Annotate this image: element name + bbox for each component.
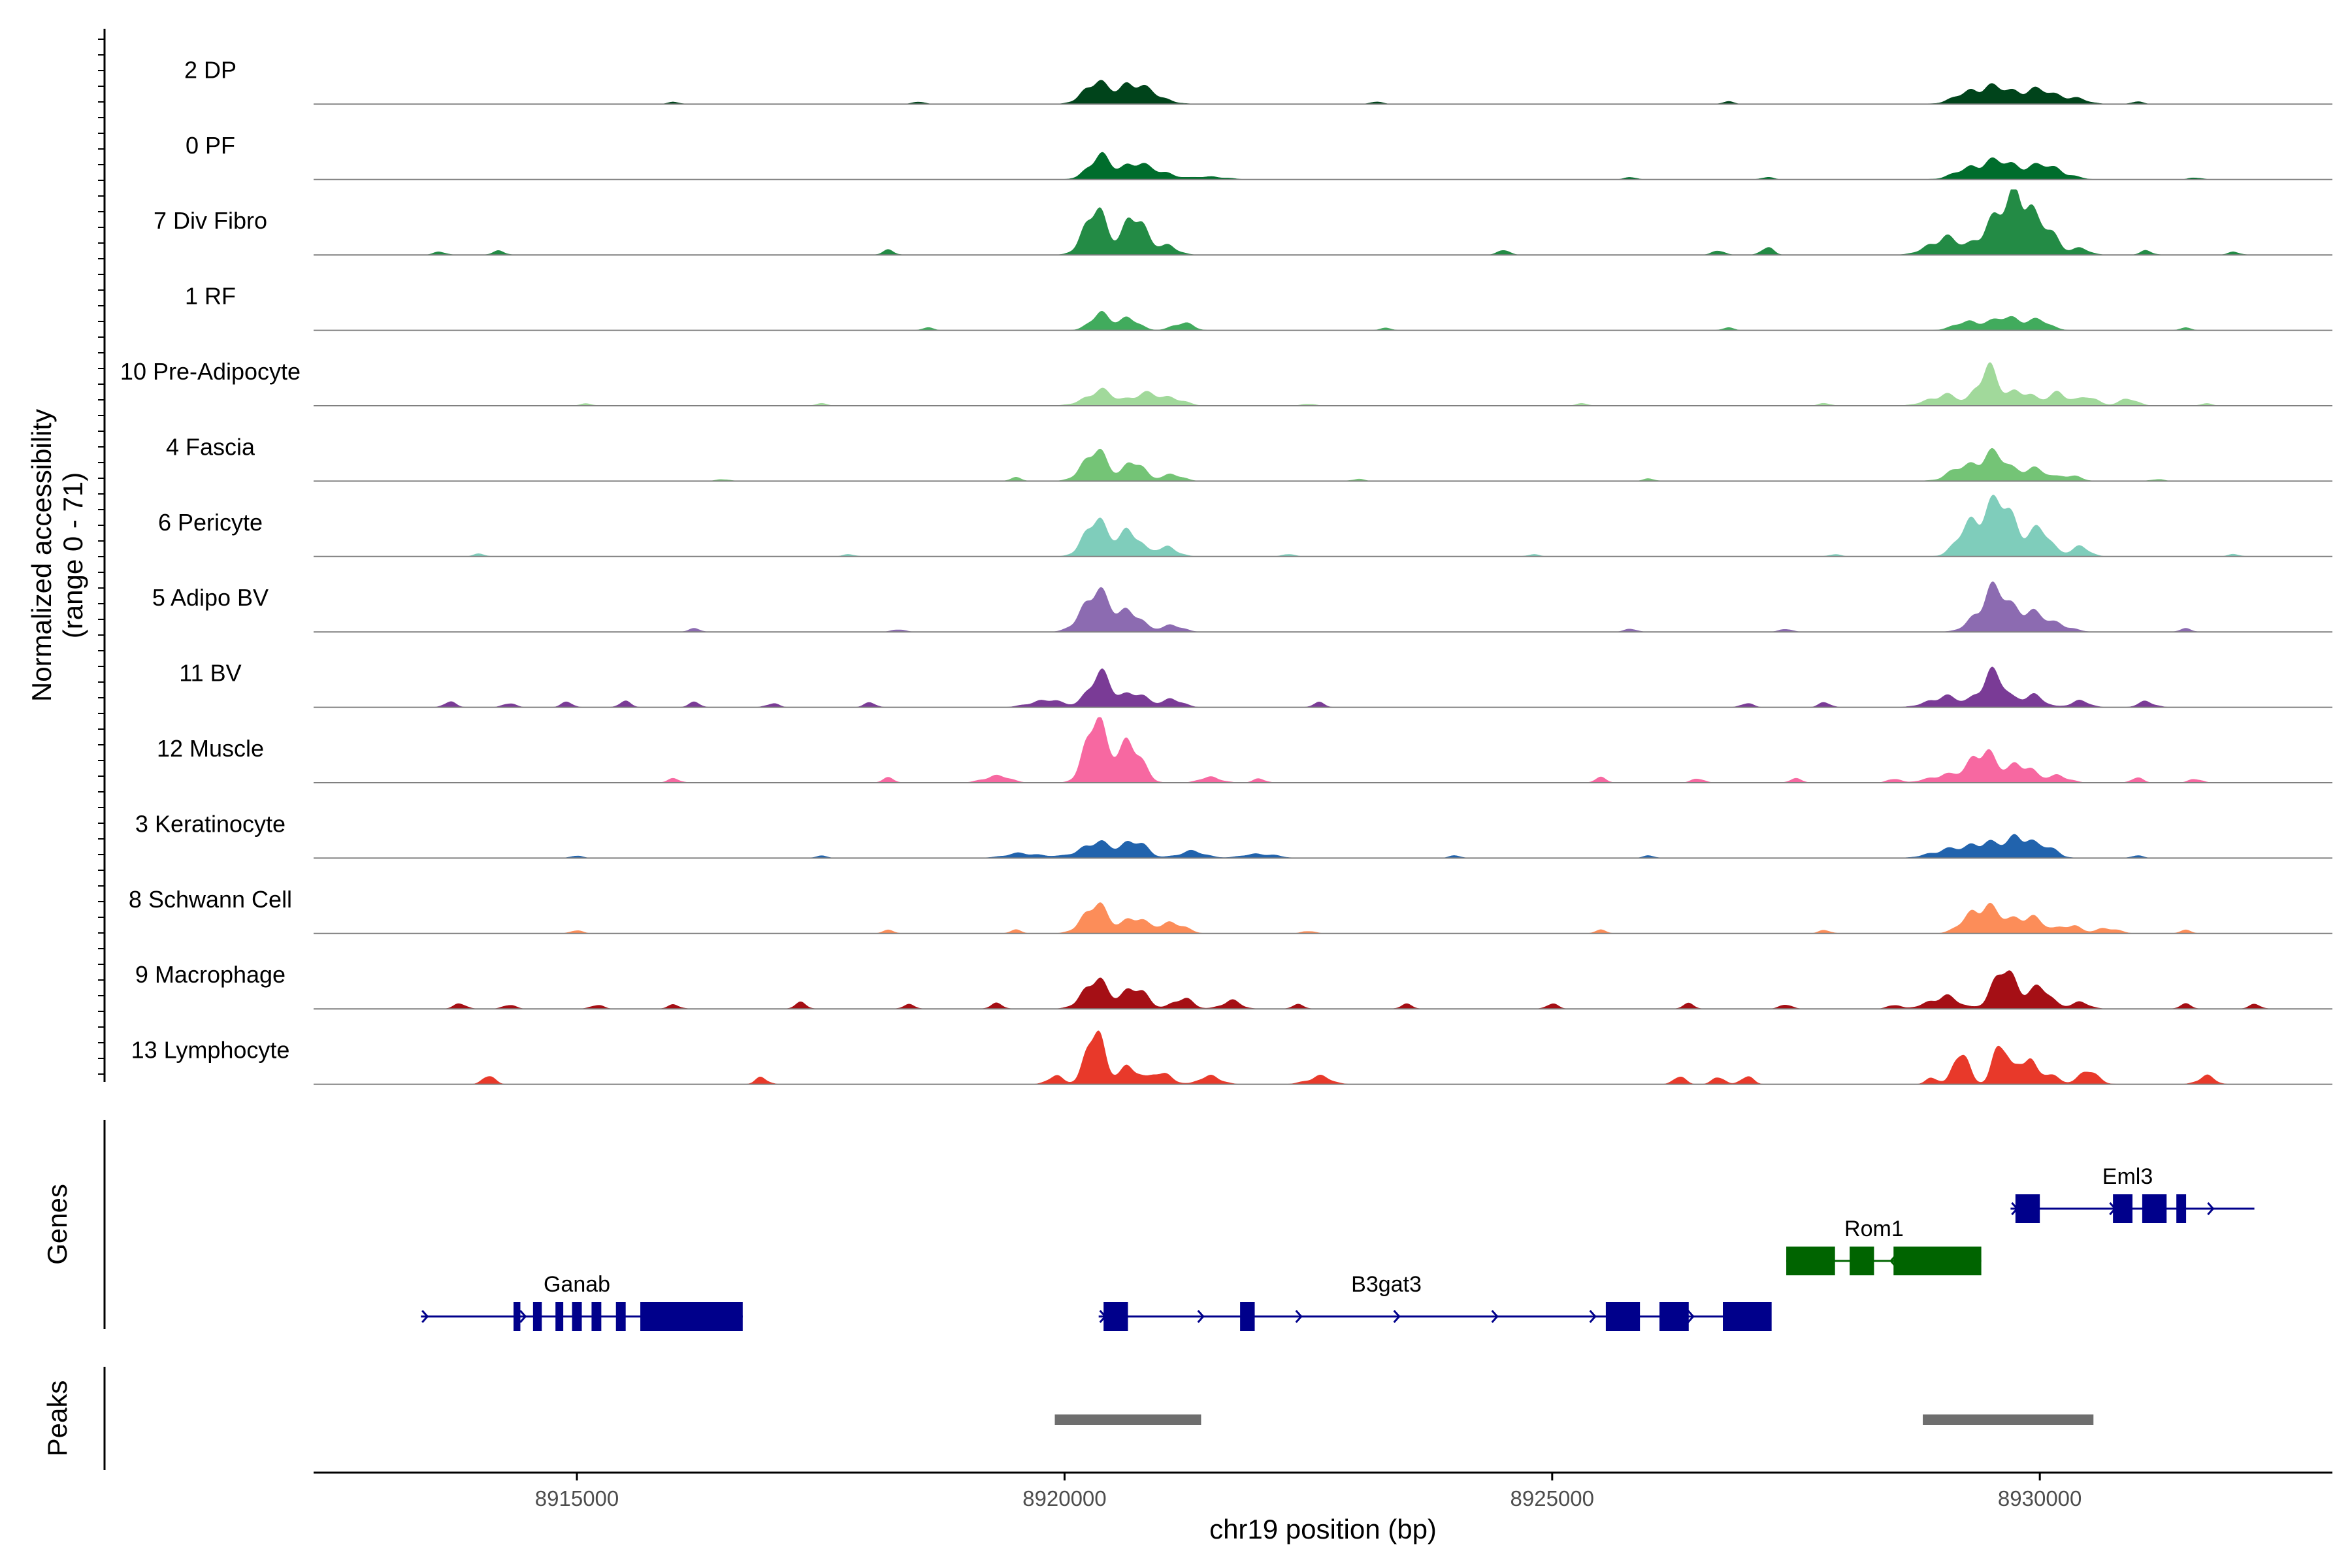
coverage-area — [314, 189, 2332, 255]
coverage-area — [314, 717, 2332, 783]
gene-label: B3gat3 — [1351, 1272, 1422, 1297]
x-axis-label: chr19 position (bp) — [1209, 1514, 1437, 1544]
track-7-div-fibro: 7 Div Fibro — [154, 189, 2332, 256]
coverage-area — [314, 448, 2332, 482]
y-axis-label-line1: Normalized accessibility — [26, 409, 57, 702]
track-label: 13 Lymphocyte — [131, 1037, 290, 1064]
gene-exon — [591, 1302, 602, 1331]
track-0-pf: 0 PF — [186, 132, 2332, 180]
peak-region — [1054, 1414, 1201, 1425]
track-label: 11 BV — [179, 660, 241, 687]
gene-exon — [2015, 1194, 2040, 1223]
gene-exon — [514, 1302, 521, 1331]
gene-exon — [1659, 1302, 1689, 1331]
coverage-area — [314, 495, 2332, 557]
gene-rom1: Rom1 — [1786, 1217, 1982, 1275]
gene-exon — [532, 1302, 542, 1331]
strand-arrow — [1687, 1310, 1695, 1323]
track-label: 10 Pre-Adipocyte — [120, 358, 301, 385]
track-label: 8 Schwann Cell — [129, 886, 292, 913]
track-4-fascia: 4 Fascia — [166, 433, 2332, 482]
track-6-pericyte: 6 Pericyte — [158, 495, 2332, 557]
strand-arrow — [519, 1310, 527, 1323]
track-label: 6 Pericyte — [158, 509, 263, 536]
gene-annotation-track: Ganab B3gat3 Rom1 Eml3 — [421, 1164, 2255, 1331]
gene-exon — [615, 1302, 626, 1331]
gene-exon — [2113, 1194, 2132, 1223]
track-label: 2 DP — [184, 56, 237, 83]
coverage-area — [314, 970, 2332, 1009]
strand-arrow — [1589, 1310, 1597, 1323]
gene-label: Rom1 — [1844, 1217, 1904, 1241]
coverage-area — [314, 310, 2332, 331]
strand-arrow — [1393, 1310, 1401, 1323]
gene-exon — [1103, 1302, 1128, 1331]
gene-b3gat3: B3gat3 — [1098, 1272, 1772, 1331]
gene-eml3: Eml3 — [2010, 1164, 2255, 1223]
gene-exon — [555, 1302, 564, 1331]
track-13-lymphocyte: 13 Lymphocyte — [131, 1030, 2332, 1085]
gene-label: Ganab — [544, 1272, 610, 1297]
accessibility-axis-ticks — [98, 39, 105, 1075]
coverage-area — [314, 834, 2332, 858]
track-label: 9 Macrophage — [135, 961, 286, 988]
strand-arrow — [2207, 1202, 2215, 1215]
coverage-area — [314, 666, 2332, 708]
strand-arrow — [1197, 1310, 1205, 1323]
strand-arrow — [1491, 1310, 1499, 1323]
coverage-area — [314, 80, 2332, 105]
x-tick-label: 8920000 — [1022, 1486, 1106, 1511]
coverage-area — [314, 902, 2332, 934]
gene-exon — [2176, 1194, 2187, 1223]
track-label: 12 Muscle — [157, 735, 264, 762]
gene-exon — [1850, 1247, 1874, 1275]
gene-exon — [2142, 1194, 2167, 1223]
track-label: 3 Keratinocyte — [135, 810, 286, 837]
gene-exon — [1605, 1302, 1641, 1331]
track-8-schwann-cell: 8 Schwann Cell — [129, 886, 2332, 934]
track-9-macrophage: 9 Macrophage — [135, 961, 2332, 1010]
peak-region — [1923, 1414, 2094, 1425]
strand-arrow — [421, 1310, 429, 1323]
strand-arrow — [1295, 1310, 1303, 1323]
x-tick-label: 8930000 — [1998, 1486, 2082, 1511]
coverage-area — [314, 581, 2332, 632]
track-5-adipo-bv: 5 Adipo BV — [152, 581, 2332, 633]
track-label: 7 Div Fibro — [154, 207, 267, 234]
track-label: 4 Fascia — [166, 433, 255, 460]
x-axis-ticks: 8915000 8920000 8925000 8930000 — [535, 1473, 2082, 1511]
gene-exon — [1786, 1247, 1835, 1275]
x-tick-label: 8915000 — [535, 1486, 619, 1511]
gene-exon — [640, 1302, 743, 1331]
x-tick-label: 8925000 — [1511, 1486, 1594, 1511]
gene-exon — [1240, 1302, 1255, 1331]
gene-exon — [1723, 1302, 1772, 1331]
track-10-pre-adipocyte: 10 Pre-Adipocyte — [120, 358, 2332, 406]
gene-exon — [1893, 1247, 1982, 1275]
coverage-area — [314, 152, 2332, 180]
track-11-bv: 11 BV — [179, 660, 2332, 708]
coverage-area — [314, 1030, 2332, 1085]
tracks: 2 DP 0 PF 7 Div Fibro 1 RF 10 Pre-Adipocyte 4… — [120, 56, 2332, 1085]
gene-label: Eml3 — [2102, 1164, 2153, 1189]
track-1-rf: 1 RF — [185, 283, 2332, 331]
track-label: 1 RF — [185, 283, 236, 310]
peaks-panel-label: Peaks — [42, 1380, 73, 1457]
track-2-dp: 2 DP — [184, 56, 2332, 105]
coverage-area — [314, 362, 2332, 406]
track-12-muscle: 12 Muscle — [157, 717, 2332, 783]
y-axis-label-line2: (range 0 - 71) — [57, 472, 88, 638]
gene-exon — [572, 1302, 582, 1331]
track-label: 0 PF — [186, 132, 235, 159]
track-3-keratinocyte: 3 Keratinocyte — [135, 810, 2332, 859]
track-label: 5 Adipo BV — [152, 584, 269, 611]
gene-ganab: Ganab — [421, 1272, 743, 1331]
genes-panel-label: Genes — [42, 1184, 73, 1265]
peaks-track — [1054, 1414, 2094, 1425]
